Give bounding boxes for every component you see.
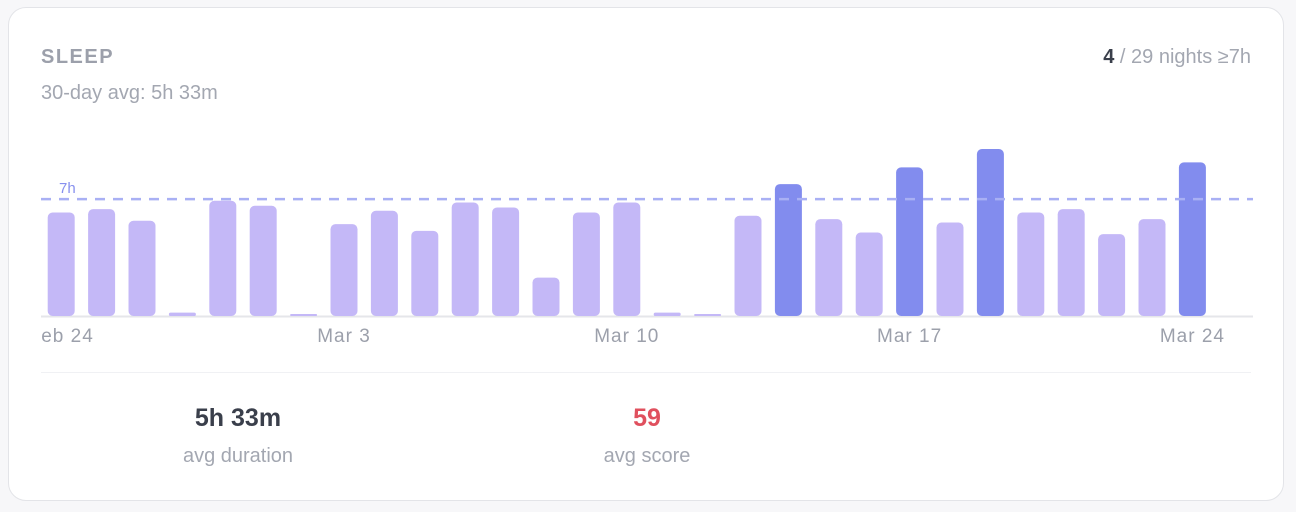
bar-mar-18 bbox=[936, 222, 964, 316]
bar-mar-14 bbox=[774, 184, 802, 316]
bar-mar-8 bbox=[532, 277, 560, 316]
stat-label: avg duration bbox=[182, 445, 294, 467]
x-tick-label: Mar 17 bbox=[877, 326, 942, 347]
bar-mar-9 bbox=[572, 212, 600, 316]
nights-total: / 29 nights ≥7h bbox=[1114, 46, 1251, 68]
bar-mar-21 bbox=[1057, 209, 1085, 316]
divider bbox=[41, 372, 1251, 373]
nights-goal-count: 4 / 29 nights ≥7h bbox=[1103, 46, 1251, 69]
bar-mar-1 bbox=[249, 205, 277, 316]
stat-label: avg score bbox=[603, 445, 691, 467]
nights-met: 4 bbox=[1103, 46, 1115, 68]
reference-line-label: 7h bbox=[59, 180, 76, 197]
bar-mar-13 bbox=[734, 215, 762, 316]
bar-mar-4 bbox=[370, 210, 398, 316]
bar-feb-28 bbox=[209, 200, 237, 316]
x-tick-labels: Feb 24 Mar 3 Mar 10 Mar 17 Mar 24 bbox=[41, 326, 1225, 347]
bar-mar-23 bbox=[1138, 219, 1166, 316]
card-subtitle: 30-day avg: 5h 33m bbox=[41, 82, 218, 104]
bar-mar-10 bbox=[613, 202, 641, 316]
bar-mar-11 bbox=[653, 312, 681, 316]
bar-mar-17 bbox=[896, 167, 924, 316]
bar-feb-24 bbox=[47, 212, 75, 316]
bar-mar-15 bbox=[815, 219, 843, 316]
bar-feb-27 bbox=[168, 312, 196, 316]
stat-value: 59 bbox=[633, 404, 661, 432]
sleep-bar-chart: 7h Feb 24 Mar 3 Mar 10 Mar 17 Mar 24 bbox=[41, 149, 1253, 347]
bar-mar-5 bbox=[411, 230, 439, 316]
bar-feb-26 bbox=[128, 220, 156, 316]
x-tick-label: Feb 24 bbox=[41, 326, 94, 347]
x-tick-label: Mar 24 bbox=[1160, 326, 1225, 347]
bar-mar-16 bbox=[855, 232, 883, 316]
bar-mar-22 bbox=[1098, 234, 1126, 316]
bar-mar-6 bbox=[451, 202, 479, 316]
sleep-card: SLEEP 30-day avg: 5h 33m 4 / 29 nights ≥… bbox=[8, 7, 1284, 501]
x-tick-label: Mar 10 bbox=[594, 326, 659, 347]
x-tick-label: Mar 3 bbox=[317, 326, 371, 347]
bar-mar-12 bbox=[694, 314, 722, 316]
stat-value: 5h 33m bbox=[194, 404, 282, 432]
bar-mar-7 bbox=[492, 207, 520, 316]
bar-mar-19 bbox=[976, 149, 1004, 316]
bar-mar-2 bbox=[290, 314, 318, 316]
stat-avg-duration: 5h 33m avg duration bbox=[108, 404, 368, 468]
stat-avg-score: 59 avg score bbox=[517, 404, 777, 468]
bar-mar-3 bbox=[330, 224, 358, 316]
bar-mar-24 bbox=[1178, 162, 1206, 316]
bar-mar-20 bbox=[1017, 212, 1045, 316]
bar-feb-25 bbox=[88, 209, 116, 316]
card-title: SLEEP bbox=[41, 46, 115, 68]
